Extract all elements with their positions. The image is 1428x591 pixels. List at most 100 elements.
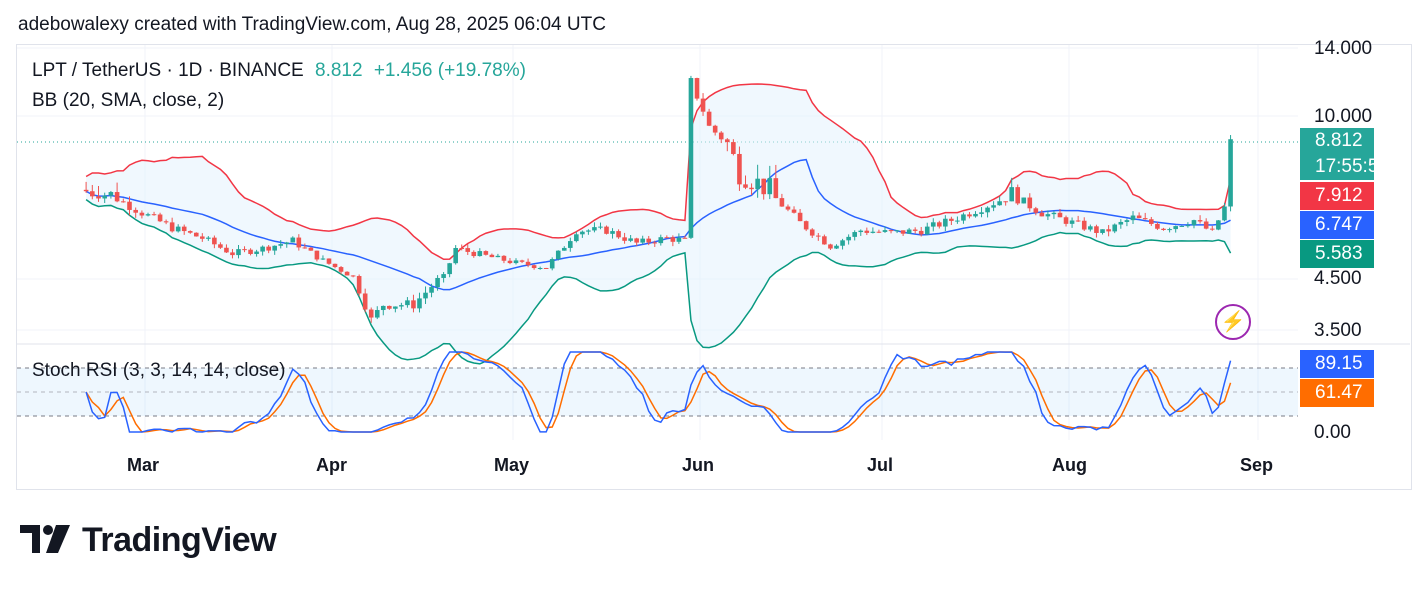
tradingview-logo[interactable]: TradingView xyxy=(20,520,277,560)
candle-147 xyxy=(973,211,978,218)
candle-4 xyxy=(108,190,114,199)
candle-55 xyxy=(417,292,422,313)
candle-104 xyxy=(712,124,718,136)
candle-94 xyxy=(652,240,658,247)
candle-body-28 xyxy=(254,251,259,254)
candle-body-51 xyxy=(393,306,398,309)
candle-170 xyxy=(1112,223,1118,234)
candle-body-102 xyxy=(700,98,706,112)
candle-body-66 xyxy=(483,251,489,255)
candle-171 xyxy=(1118,219,1124,229)
candle-71 xyxy=(513,258,519,265)
candle-body-57 xyxy=(429,287,434,293)
candle-19 xyxy=(200,233,205,242)
candle-body-83 xyxy=(586,230,591,232)
candle-body-135 xyxy=(900,230,906,234)
candle-body-91 xyxy=(634,238,639,243)
candle-186 xyxy=(1209,225,1215,231)
candle-31 xyxy=(272,245,277,255)
candle-154 xyxy=(1015,184,1021,206)
candle-73 xyxy=(525,258,531,268)
candle-body-175 xyxy=(1142,218,1148,220)
candle-body-11 xyxy=(151,214,157,216)
candle-body-19 xyxy=(200,236,205,239)
candle-165 xyxy=(1081,217,1087,232)
candle-body-185 xyxy=(1203,221,1209,229)
candle-body-184 xyxy=(1197,220,1203,222)
candle-132 xyxy=(882,226,888,233)
candle-151 xyxy=(997,196,1002,206)
candle-163 xyxy=(1069,217,1075,228)
chart-frame[interactable] xyxy=(16,44,1412,490)
candle-72 xyxy=(519,259,525,264)
candle-116 xyxy=(785,204,791,212)
candle-36 xyxy=(302,243,308,249)
candle-body-98 xyxy=(676,237,682,242)
candle-28 xyxy=(254,249,259,257)
bb-lower-line xyxy=(85,199,1232,365)
candle-body-25 xyxy=(236,249,241,256)
candle-2 xyxy=(96,185,101,202)
candle-179 xyxy=(1167,227,1172,233)
candle-body-159 xyxy=(1045,214,1051,217)
candle-body-106 xyxy=(725,139,730,143)
candle-body-157 xyxy=(1033,208,1039,213)
candle-body-17 xyxy=(187,231,193,233)
candle-99 xyxy=(682,235,688,239)
candle-body-188 xyxy=(1222,206,1227,221)
candle-155 xyxy=(1021,197,1027,204)
candle-40 xyxy=(326,258,332,265)
candle-182 xyxy=(1185,222,1191,228)
candle-80 xyxy=(568,237,573,252)
candle-68 xyxy=(495,253,501,258)
lightning-icon[interactable]: ⚡ xyxy=(1215,304,1251,340)
candle-7 xyxy=(127,196,132,216)
candle-body-99 xyxy=(682,237,688,239)
candle-body-31 xyxy=(272,245,277,251)
price-badge-value: 8.812 xyxy=(1315,130,1363,151)
tradingview-logo-icon xyxy=(20,525,70,553)
candle-105 xyxy=(718,131,724,144)
candle-body-73 xyxy=(525,261,531,266)
candle-body-173 xyxy=(1130,215,1136,221)
candle-body-45 xyxy=(356,276,362,294)
bb-band-fill xyxy=(86,84,1231,364)
candle-160 xyxy=(1051,211,1057,219)
candle-body-64 xyxy=(471,251,477,257)
candle-body-115 xyxy=(779,198,785,207)
candle-12 xyxy=(157,212,163,223)
candle-body-112 xyxy=(761,178,766,195)
candle-body-114 xyxy=(773,178,779,199)
candle-body-125 xyxy=(840,240,845,246)
candle-body-155 xyxy=(1021,197,1027,204)
candle-body-55 xyxy=(417,298,422,309)
candle-body-153 xyxy=(1009,187,1014,202)
candle-body-76 xyxy=(543,267,549,269)
candle-body-170 xyxy=(1112,224,1118,232)
candle-29 xyxy=(260,245,265,256)
candle-body-48 xyxy=(374,310,380,318)
candle-body-177 xyxy=(1155,223,1160,229)
candle-body-36 xyxy=(302,247,308,249)
candle-body-43 xyxy=(344,271,350,276)
candle-body-137 xyxy=(912,229,918,231)
candle-body-84 xyxy=(592,227,597,231)
candle-body-35 xyxy=(296,237,302,248)
bb-basis-badge: 6.747 xyxy=(1300,211,1374,239)
attribution: adebowalexy created with TradingView.com… xyxy=(18,14,606,35)
candle-122 xyxy=(822,234,827,245)
candle-66 xyxy=(483,250,489,256)
candle-109 xyxy=(743,175,748,190)
candle-body-81 xyxy=(574,234,579,242)
candle-body-50 xyxy=(387,305,392,309)
candle-body-101 xyxy=(694,78,700,99)
candle-49 xyxy=(380,305,386,316)
candle-body-166 xyxy=(1088,226,1093,230)
candle-body-189 xyxy=(1228,139,1233,207)
candle-158 xyxy=(1039,210,1045,217)
candle-173 xyxy=(1130,211,1136,225)
candle-92 xyxy=(640,235,645,245)
candle-76 xyxy=(543,267,549,269)
candle-body-62 xyxy=(459,247,465,249)
